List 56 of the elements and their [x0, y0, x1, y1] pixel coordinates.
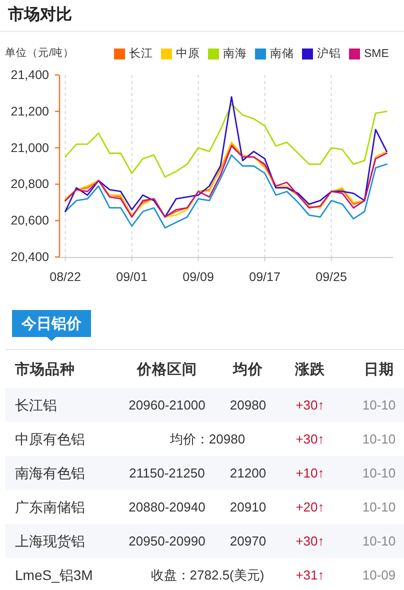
category-label: 涨跌 — [294, 361, 326, 378]
text: +31↑ — [296, 568, 324, 582]
x-tick-label: 09/09 — [182, 270, 214, 284]
category-label: 日期 — [364, 361, 394, 378]
text: 20910 — [230, 500, 266, 514]
category-label: 均价 — [232, 361, 264, 378]
y-tick-label: 20,600 — [10, 214, 50, 228]
text: 今日铝价 — [20, 316, 82, 332]
legend-label: 中原 — [176, 47, 200, 60]
legend-label: 南海 — [223, 47, 247, 60]
legend-label: 长江 — [129, 47, 153, 60]
category-label: 价格区间 — [136, 361, 197, 378]
legend-label: 沪铝 — [317, 46, 341, 60]
text: 20980 — [230, 398, 266, 412]
line-series — [64, 154, 388, 229]
category-label: LmeS_铝3M — [15, 567, 93, 583]
text: +30↑ — [296, 534, 324, 548]
y-tick-label: 21,400 — [10, 68, 50, 82]
category-label: 长江铝 — [15, 397, 57, 413]
text: 21150-21250 — [129, 466, 205, 480]
category-label: 市场品种 — [14, 360, 75, 378]
text: 21200 — [230, 466, 266, 480]
category-label: 南海有色铝 — [15, 465, 85, 481]
text: 收盘：2782.5(美元) — [150, 568, 264, 582]
y-tick-label: 21,000 — [10, 140, 50, 155]
text: 10-10 — [362, 466, 396, 480]
category-label: 上海现货铝 — [15, 533, 85, 549]
x-tick-label: 09/25 — [316, 270, 347, 284]
text: 20880-20940 — [128, 500, 206, 514]
category-label: 广东南储铝 — [15, 499, 85, 515]
y-tick-label: 21,200 — [10, 104, 50, 118]
text: 10-09 — [362, 568, 396, 582]
x-tick-label: 08/22 — [50, 270, 81, 284]
line-series — [64, 96, 388, 218]
line-series — [64, 103, 388, 178]
text: 10-10 — [362, 534, 396, 548]
x-tick-label: 09/01 — [116, 270, 148, 284]
text: 20960-21000 — [128, 398, 206, 412]
y-tick-label: 20,400 — [10, 250, 50, 264]
x-tick-label: 09/17 — [249, 270, 280, 284]
text: 10-10 — [362, 432, 396, 446]
text: +30↑ — [296, 398, 324, 412]
text: 10-10 — [362, 398, 396, 412]
chart-title: 市场对比 — [7, 6, 72, 24]
y-tick-label: 20,800 — [10, 177, 50, 192]
text: +30↑ — [296, 432, 324, 446]
text: 20950-20990 — [128, 534, 206, 548]
text: 10-10 — [362, 500, 396, 514]
text: 20970 — [230, 534, 266, 548]
text: +20↑ — [296, 500, 324, 514]
legend-label: SME — [364, 48, 390, 60]
legend-label: 南储 — [270, 47, 294, 60]
text: 均价：20980 — [170, 432, 246, 446]
text: +10↑ — [296, 466, 324, 480]
category-label: 中原有色铝 — [15, 431, 85, 447]
y-axis-title: 单位（元/吨） — [5, 46, 74, 59]
